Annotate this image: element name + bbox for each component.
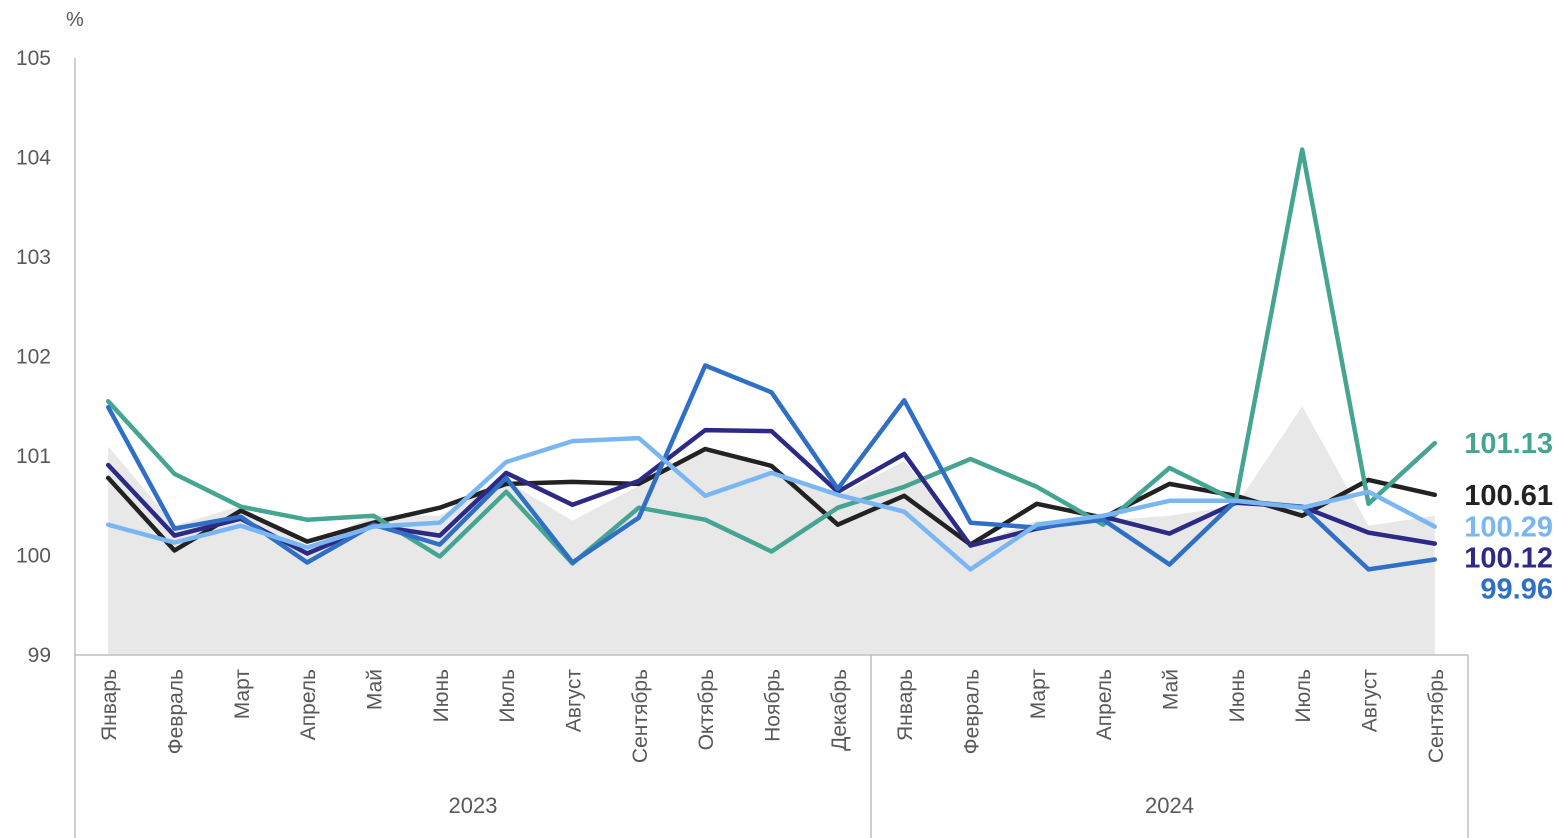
x-category-label: Декабрь bbox=[828, 669, 851, 751]
group-label: 2023 bbox=[449, 793, 498, 818]
x-category-label: Октябрь bbox=[695, 669, 718, 750]
x-category-label: Май bbox=[1160, 669, 1183, 710]
x-category-label: Март bbox=[231, 669, 254, 720]
x-category-label: Сентябрь bbox=[1425, 669, 1448, 763]
series-layer bbox=[105, 147, 1438, 572]
series-line bbox=[105, 427, 1438, 556]
axis-layer: 99 100 101 102 103 104 105 Январь Февраль Март Апр… bbox=[16, 47, 1469, 838]
x-category-label: Июль bbox=[1292, 669, 1315, 723]
series-end-label: 99.96 bbox=[1480, 574, 1553, 606]
x-category-label: Август bbox=[563, 669, 586, 733]
x-category-label: Апрель bbox=[297, 669, 320, 740]
x-category-label: Июнь bbox=[430, 669, 453, 722]
y-tick-label: 105 bbox=[16, 47, 51, 70]
y-tick-label: 102 bbox=[16, 346, 51, 369]
y-tick-label: 100 bbox=[16, 545, 51, 568]
x-category-label: Февраль bbox=[961, 669, 984, 754]
y-tick-label: 103 bbox=[16, 246, 51, 269]
x-category-label: Январь bbox=[894, 669, 917, 741]
background-area-layer bbox=[108, 406, 1435, 655]
y-tick-label: 104 bbox=[16, 147, 51, 170]
x-category-label: Январь bbox=[98, 669, 121, 741]
background-area bbox=[108, 406, 1435, 655]
unit-label: % bbox=[66, 9, 84, 31]
group-label: 2024 bbox=[1145, 793, 1194, 818]
x-category-label: Июнь bbox=[1226, 669, 1249, 722]
x-category-label: Июль bbox=[496, 669, 519, 723]
series-end-label: 100.61 bbox=[1464, 480, 1553, 512]
y-tick-label: 99 bbox=[28, 644, 51, 667]
y-tick-label: 101 bbox=[16, 445, 51, 468]
x-category-label: Февраль bbox=[165, 669, 188, 754]
series-end-label: 100.12 bbox=[1464, 543, 1553, 575]
series-end-label: 100.29 bbox=[1464, 512, 1553, 544]
x-category-label: Ноябрь bbox=[762, 669, 785, 742]
x-category-label: Май bbox=[364, 669, 387, 710]
x-category-label: Март bbox=[1027, 669, 1050, 720]
series-end-label: 101.13 bbox=[1464, 428, 1553, 460]
series-line bbox=[105, 363, 1438, 572]
x-category-label: Август bbox=[1359, 669, 1382, 733]
series-line bbox=[105, 435, 1438, 572]
series-line bbox=[105, 147, 1438, 566]
x-category-label: Сентябрь bbox=[629, 669, 652, 763]
x-category-label: Апрель bbox=[1093, 669, 1116, 740]
